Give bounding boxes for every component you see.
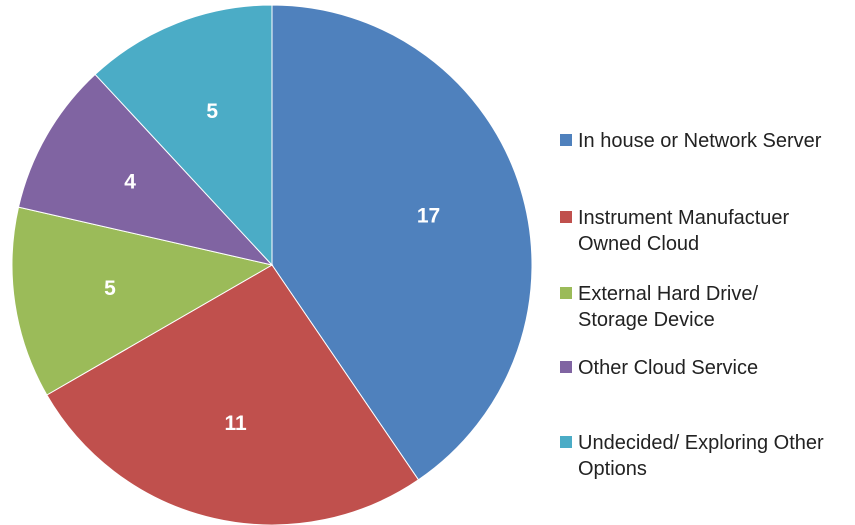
- data-label: 5: [104, 277, 116, 300]
- legend-item: Other Cloud Service: [560, 355, 828, 381]
- data-label: 17: [417, 204, 440, 227]
- pie-slice: [271, 4, 533, 481]
- legend-swatch: [560, 361, 572, 373]
- legend-item: Instrument Manufactuer Owned Cloud: [560, 205, 828, 257]
- pie-slice: [94, 4, 273, 267]
- legend-label: External Hard Drive/ Storage Device: [578, 283, 759, 331]
- legend-item: Undecided/ Exploring Other Options: [560, 430, 828, 482]
- legend-swatch: [560, 287, 572, 299]
- legend-label: In house or Network Server: [578, 130, 822, 152]
- pie-slice: [11, 206, 274, 396]
- pie-slice: [17, 73, 274, 266]
- legend-label: Undecided/ Exploring Other Options: [578, 432, 824, 480]
- data-label: 4: [124, 171, 136, 194]
- legend-label: Instrument Manufactuer Owned Cloud: [578, 207, 790, 255]
- legend-swatch: [560, 211, 572, 223]
- legend-item: In house or Network Server: [560, 128, 828, 154]
- legend-label: Other Cloud Service: [578, 357, 759, 379]
- data-label: 11: [224, 412, 247, 435]
- data-label: 5: [206, 100, 218, 123]
- legend-swatch: [560, 436, 572, 448]
- pie-slice: [46, 264, 420, 525]
- legend-item: External Hard Drive/ Storage Device: [560, 281, 828, 333]
- legend-swatch: [560, 134, 572, 146]
